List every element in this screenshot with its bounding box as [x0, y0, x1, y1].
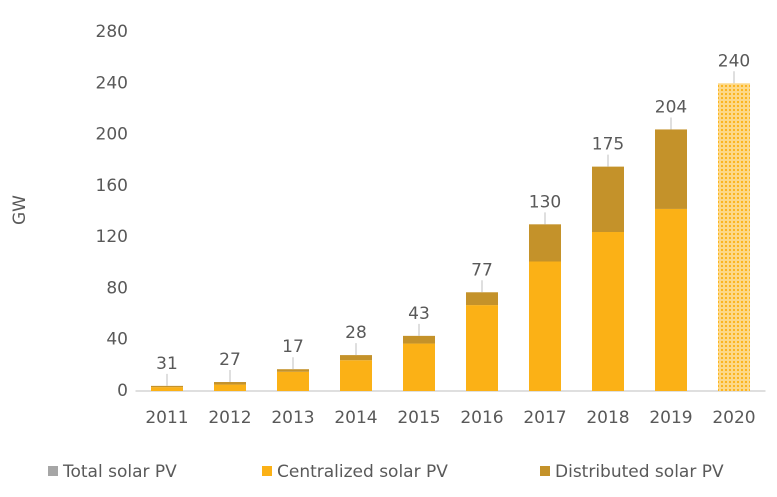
- legend-swatch: [262, 466, 272, 476]
- total-bar: [718, 83, 750, 392]
- y-axis-label: GW: [10, 195, 30, 225]
- legend-label: Centralized solar PV: [277, 462, 448, 482]
- bar-segment: [151, 385, 183, 388]
- total-label: 28: [345, 323, 367, 343]
- total-label: 175: [592, 135, 624, 155]
- y-tick-label: 160: [96, 176, 128, 196]
- bar-segment: [592, 166, 624, 233]
- total-label: 204: [655, 97, 687, 117]
- bar-segment: [655, 129, 687, 209]
- bar-segment: [529, 224, 561, 262]
- total-label: 77: [471, 260, 493, 280]
- legend-swatch: [48, 466, 58, 476]
- x-tick-label: 2012: [208, 408, 251, 428]
- x-tick-label: 2018: [586, 408, 629, 428]
- bar-segment: [529, 261, 561, 391]
- bar-segment: [340, 360, 372, 391]
- y-tick-label: 200: [96, 125, 128, 145]
- bar-segment: [466, 305, 498, 391]
- x-tick-label: 2020: [712, 408, 755, 428]
- y-tick-label: 240: [96, 73, 128, 93]
- total-label: 240: [718, 51, 750, 71]
- bar-segment: [151, 387, 183, 391]
- y-tick-label: 120: [96, 227, 128, 247]
- legend-label: Total solar PV: [62, 462, 177, 482]
- x-tick-label: 2011: [145, 408, 188, 428]
- y-tick-label: 280: [96, 22, 128, 42]
- bar-segment: [655, 208, 687, 391]
- bar-segment: [403, 335, 435, 344]
- bar-segment: [592, 232, 624, 391]
- bar-segment: [214, 384, 246, 391]
- bar-segment: [214, 382, 246, 385]
- total-label: 130: [529, 192, 561, 212]
- x-tick-label: 2016: [460, 408, 503, 428]
- bar-segment: [340, 355, 372, 361]
- total-label: 27: [219, 350, 241, 370]
- bar-segment: [277, 369, 309, 372]
- total-label: 17: [282, 337, 304, 357]
- total-label: 31: [156, 354, 178, 374]
- y-tick-label: 80: [106, 278, 128, 298]
- x-tick-label: 2015: [397, 408, 440, 428]
- total-label: 43: [408, 304, 430, 324]
- y-tick-label: 0: [117, 381, 128, 401]
- legend-swatch: [540, 466, 550, 476]
- bar-segment: [277, 371, 309, 391]
- x-tick-label: 2019: [649, 408, 692, 428]
- legend-label: Distributed solar PV: [555, 462, 724, 482]
- x-tick-label: 2017: [523, 408, 566, 428]
- x-tick-label: 2013: [271, 408, 314, 428]
- bar-segment: [403, 343, 435, 391]
- y-tick-label: 40: [106, 330, 128, 350]
- x-tick-label: 2014: [334, 408, 377, 428]
- bar-segment: [466, 292, 498, 306]
